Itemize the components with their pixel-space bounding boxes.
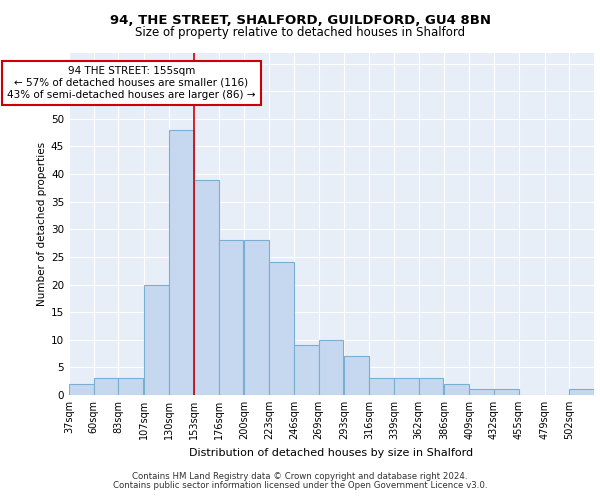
Text: Contains HM Land Registry data © Crown copyright and database right 2024.: Contains HM Land Registry data © Crown c… bbox=[132, 472, 468, 481]
Text: Size of property relative to detached houses in Shalford: Size of property relative to detached ho… bbox=[135, 26, 465, 39]
Text: Contains public sector information licensed under the Open Government Licence v3: Contains public sector information licen… bbox=[113, 481, 487, 490]
Text: 94, THE STREET, SHALFORD, GUILDFORD, GU4 8BN: 94, THE STREET, SHALFORD, GUILDFORD, GU4… bbox=[110, 14, 491, 27]
Bar bbox=[319, 340, 343, 395]
Bar bbox=[294, 346, 319, 395]
Bar bbox=[445, 384, 469, 395]
Bar bbox=[419, 378, 443, 395]
Y-axis label: Number of detached properties: Number of detached properties bbox=[37, 142, 47, 306]
X-axis label: Distribution of detached houses by size in Shalford: Distribution of detached houses by size … bbox=[190, 448, 473, 458]
Bar bbox=[118, 378, 143, 395]
Bar bbox=[369, 378, 394, 395]
Text: 94 THE STREET: 155sqm
← 57% of detached houses are smaller (116)
43% of semi-det: 94 THE STREET: 155sqm ← 57% of detached … bbox=[7, 66, 256, 100]
Bar bbox=[469, 390, 494, 395]
Bar bbox=[69, 384, 94, 395]
Bar bbox=[494, 390, 518, 395]
Bar bbox=[344, 356, 369, 395]
Bar bbox=[569, 390, 594, 395]
Bar bbox=[269, 262, 294, 395]
Bar bbox=[169, 130, 194, 395]
Bar bbox=[94, 378, 118, 395]
Bar bbox=[244, 240, 269, 395]
Bar bbox=[218, 240, 243, 395]
Bar bbox=[394, 378, 419, 395]
Bar bbox=[145, 284, 169, 395]
Bar bbox=[194, 180, 218, 395]
